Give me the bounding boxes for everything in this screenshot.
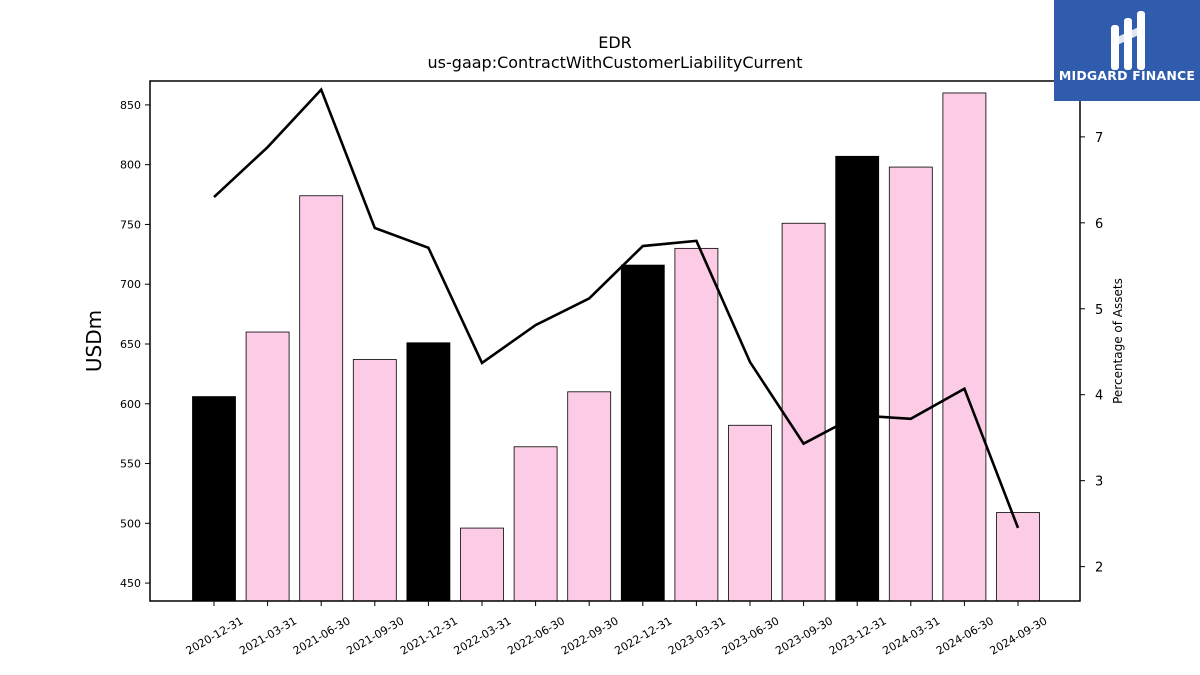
x-tick-label: 2024-09-30 — [988, 614, 1050, 657]
plot-frame — [149, 80, 1081, 602]
x-tick-label: 2022-09-30 — [559, 614, 621, 657]
bar-2024-03-31 — [888, 166, 933, 602]
y2-tick-label: 4 — [1095, 389, 1103, 404]
brand-name: MIDGARD FINANCE — [1058, 68, 1196, 83]
bar-series — [192, 92, 1040, 602]
y2-tick-label: 2 — [1095, 561, 1103, 576]
x-tick-label: 2021-09-30 — [344, 614, 406, 657]
x-tick-label: 2021-12-31 — [398, 614, 460, 657]
chart-title: EDR — [598, 33, 632, 52]
bar-2023-12-31 — [835, 155, 880, 602]
x-tick-label: 2023-06-30 — [720, 614, 782, 657]
bar-2021-12-31 — [406, 342, 451, 602]
y-axis-left: 450 500 550 600 650 700 750 800 850 — [120, 99, 150, 590]
y-tick-label: 550 — [120, 458, 141, 471]
x-tick-label: 2023-12-31 — [827, 614, 889, 657]
x-tick-label: 2022-12-31 — [612, 614, 674, 657]
bar-2024-06-30 — [942, 92, 987, 602]
bar-2021-06-30 — [299, 195, 344, 602]
x-tick-label: 2020-12-31 — [184, 614, 246, 657]
chart-subtitle: us-gaap:ContractWithCustomerLiabilityCur… — [428, 53, 803, 72]
x-tick-label: 2023-09-30 — [773, 614, 835, 657]
y2-tick-label: 7 — [1095, 131, 1103, 146]
bar-2023-06-30 — [728, 424, 772, 602]
bar-2022-06-30 — [513, 446, 558, 602]
y2-tick-label: 6 — [1095, 217, 1103, 232]
y2-tick-label: 3 — [1095, 475, 1103, 490]
line-series — [213, 87, 1020, 529]
bar-2020-12-31 — [192, 396, 236, 602]
y-tick-label: 800 — [120, 159, 141, 172]
x-tick-label: 2022-03-31 — [452, 614, 514, 657]
x-tick-label: 2024-03-31 — [880, 614, 942, 657]
y2-axis-label: Percentage of Assets — [1111, 278, 1125, 404]
x-tick-label: 2021-03-31 — [237, 614, 299, 657]
bar-2021-09-30 — [352, 359, 397, 602]
y-axis-right: 2 3 4 5 6 7 — [1080, 131, 1103, 576]
bar-2022-03-31 — [460, 527, 504, 602]
y-tick-label: 650 — [120, 338, 141, 351]
x-tick-label: 2021-06-30 — [291, 614, 353, 657]
bar-2022-09-30 — [567, 391, 612, 602]
bar-2023-09-30 — [781, 222, 826, 602]
x-tick-label: 2024-06-30 — [934, 614, 996, 657]
x-axis: 2020-12-312021-03-312021-06-302021-09-30… — [184, 601, 1050, 658]
y-tick-label: 600 — [120, 398, 141, 411]
y-axis-label: USDm — [82, 310, 106, 372]
y-tick-label: 850 — [120, 99, 141, 112]
bar-2023-03-31 — [674, 247, 719, 602]
y-tick-label: 450 — [120, 577, 141, 590]
y-tick-label: 500 — [120, 517, 141, 530]
brand-logo: MIDGARD FINANCE — [1054, 0, 1200, 101]
y-tick-label: 700 — [120, 278, 141, 291]
bar-2022-12-31 — [620, 264, 665, 602]
percentage-line — [213, 87, 1020, 529]
midgard-logo-icon — [1111, 11, 1145, 70]
x-tick-label: 2022-06-30 — [505, 614, 567, 657]
x-tick-label: 2023-03-31 — [666, 614, 728, 657]
y2-tick-label: 5 — [1095, 303, 1103, 318]
bar-2021-03-31 — [245, 331, 290, 602]
y-tick-label: 750 — [120, 218, 141, 231]
